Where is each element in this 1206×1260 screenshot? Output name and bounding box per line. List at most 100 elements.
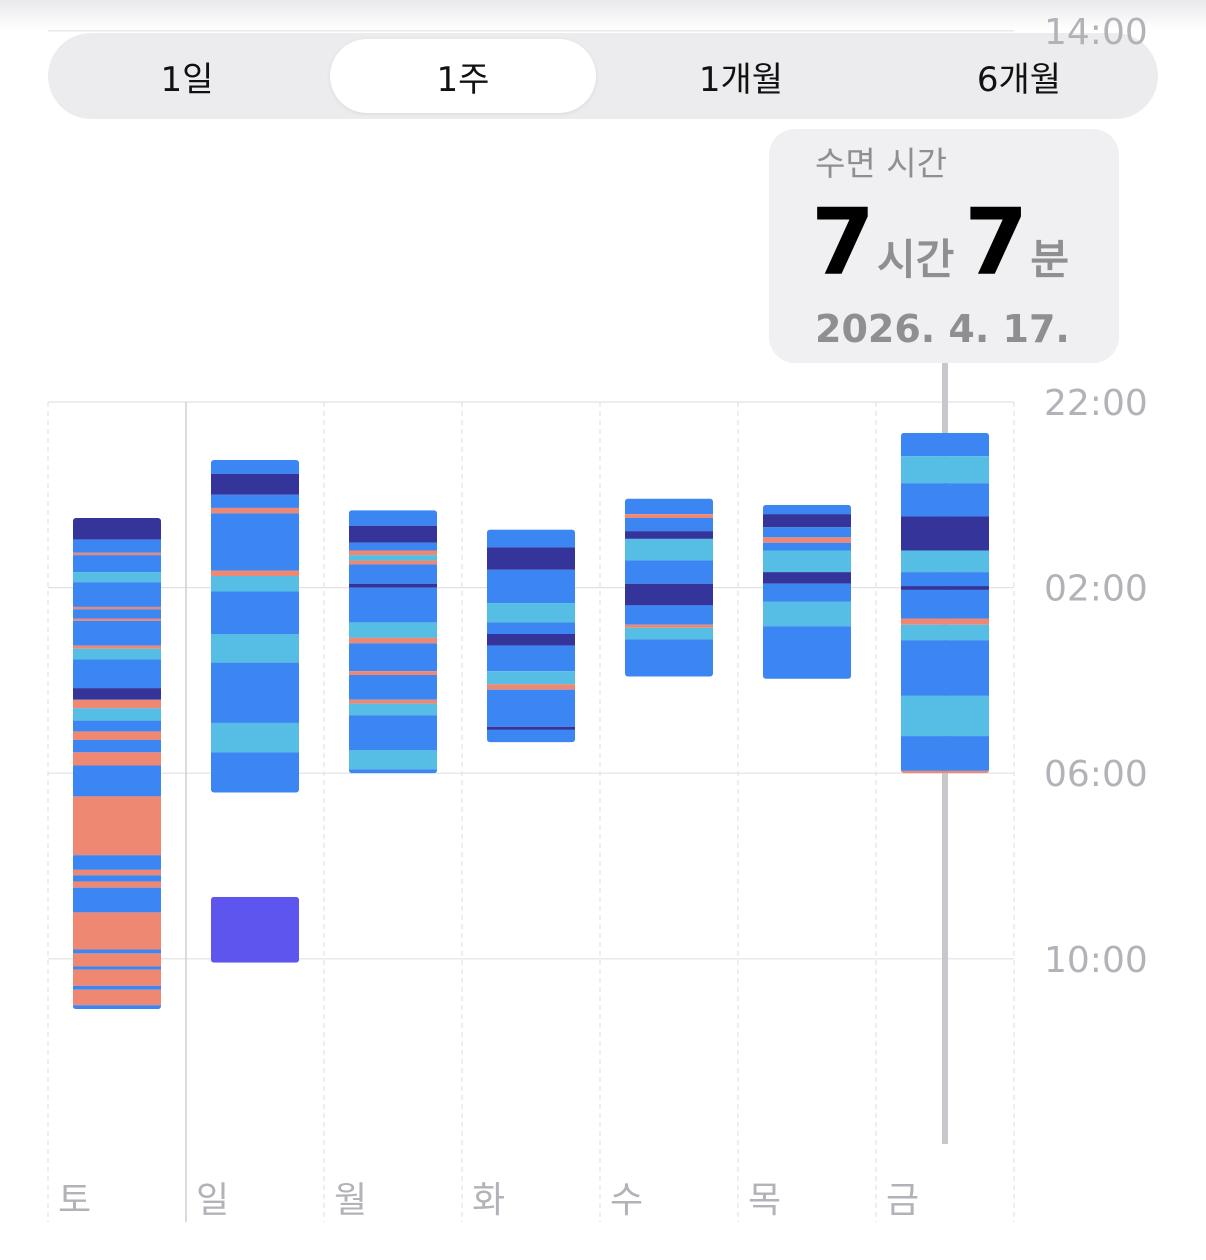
sleep-segment-core [487, 689, 575, 727]
sleep-segment-core [73, 582, 161, 607]
sleep-segment-core [349, 542, 437, 551]
sleep-segment-core [73, 855, 161, 870]
sleep-segment-awake [73, 731, 161, 740]
sleep-segment-core [73, 609, 161, 619]
sleep-segment-core [73, 720, 161, 732]
sleep-bar[interactable] [73, 518, 161, 1010]
sleep-bar[interactable] [625, 498, 713, 677]
sleep-segment-awake [763, 537, 851, 543]
sleep-segment-core [73, 875, 161, 882]
sleep-bar[interactable] [211, 896, 299, 963]
sleep-segment-core [349, 674, 437, 700]
sleep-bar[interactable] [349, 510, 437, 774]
sleep-segment-core [487, 645, 575, 672]
sleep-segment-rem [901, 456, 989, 484]
sleep-segment-awake [73, 606, 161, 610]
sleep-segment-core [349, 587, 437, 623]
sleep-bar[interactable] [901, 432, 989, 774]
sleep-segment-core [487, 569, 575, 604]
sleep-segment-awake [211, 570, 299, 576]
sleep-segment-core [73, 739, 161, 753]
sleep-segment-awake [73, 989, 161, 1006]
sleep-segment-rem [763, 601, 851, 627]
sleep-segment-core [487, 529, 575, 548]
sleep-segment-rem [763, 550, 851, 573]
sleep-segment-core [73, 1005, 161, 1010]
sleep-bar[interactable] [211, 460, 299, 793]
sleep-segment-core [487, 729, 575, 743]
sleep-segment-core [73, 966, 161, 970]
x-tick-label: 일 [196, 1180, 229, 1221]
sleep-segment-core [211, 752, 299, 793]
sleep-segment-core [763, 542, 851, 551]
x-tick-label: 목 [748, 1180, 781, 1221]
sleep-segment-awake [73, 618, 161, 621]
sleep-segment-core [73, 765, 161, 797]
sleep-segment-core [73, 659, 161, 689]
y-tick-label: 10:00 [1044, 940, 1148, 981]
x-tick-label: 화 [472, 1180, 505, 1221]
sleep-bar[interactable] [763, 504, 851, 679]
sleep-segment-rem [211, 722, 299, 753]
tab-day[interactable]: 1일 [160, 59, 214, 100]
sleep-segment-awake [487, 684, 575, 690]
sleep-segment-rem [73, 708, 161, 721]
sleep-segment-rem [349, 555, 437, 561]
selection-tooltip: 수면 시간 7시간 7분 2026. 4. 17. [769, 129, 1119, 363]
sleep-segment-deep [73, 688, 161, 700]
tab-month[interactable]: 1개월 [698, 59, 784, 100]
sleep-segment-deep [211, 473, 299, 495]
sleep-segment-rem [211, 634, 299, 663]
sleep-segment-rem [901, 550, 989, 573]
sleep-segment-core [625, 605, 713, 625]
sleep-segment-rem [487, 603, 575, 623]
sleep-segment-rem [73, 648, 161, 660]
sleep-segment-core [349, 643, 437, 672]
range-segmented-control[interactable]: 1일 1주 1개월 6개월 [48, 33, 1158, 119]
sleep-segment-core [349, 769, 437, 774]
sleep-segment-core [487, 622, 575, 634]
sleep-segment-core [625, 498, 713, 515]
sleep-segment-awake [211, 507, 299, 514]
sleep-segment-core [349, 564, 437, 584]
tooltip-label: 수면 시간 [815, 144, 947, 183]
sleep-segment-awake [625, 514, 713, 518]
sleep-bar[interactable] [487, 529, 575, 743]
sleep-segment-awake [625, 624, 713, 628]
sleep-segment-core [73, 985, 161, 990]
sleep-segment-awake [73, 969, 161, 986]
sleep-segment-core [625, 639, 713, 677]
sleep-segment-core [763, 504, 851, 515]
tooltip-minutes: 7 [964, 189, 1028, 296]
sleep-segment-awake [349, 671, 437, 675]
tooltip-hours: 7 [811, 189, 875, 296]
sleep-segment-core [211, 662, 299, 723]
sleep-segment-awake [73, 552, 161, 556]
sleep-segment-deep [73, 518, 161, 540]
sleep-segment-core [901, 589, 989, 619]
sleep-segment-core [211, 494, 299, 508]
sleep-segment-core [625, 518, 713, 532]
sleep-segment-core [901, 432, 989, 457]
sleep-segment-deep [487, 726, 575, 730]
sleep-segment-awake [73, 953, 161, 967]
tooltip-date: 2026. 4. 17. [815, 307, 1070, 351]
sleep-segment-core [73, 555, 161, 573]
sleep-segment-deep [487, 547, 575, 570]
sleep-segment-core [901, 640, 989, 696]
sleep-segment-deep [625, 531, 713, 539]
sleep-segment-rem [349, 622, 437, 638]
sleep-segment-core [73, 887, 161, 913]
sleep-segment-deep [901, 586, 989, 590]
sleep-segment-rem [625, 538, 713, 561]
sleep-segment-core [901, 572, 989, 587]
tab-six-months[interactable]: 6개월 [976, 59, 1062, 100]
sleep-segment-rem [487, 671, 575, 685]
y-tick-label: 06:00 [1044, 754, 1148, 795]
sleep-segment-core [73, 539, 161, 553]
sleep-segment-core [763, 583, 851, 602]
sleep-segment-deep [901, 516, 989, 551]
tab-week[interactable]: 1주 [330, 39, 596, 113]
sleep-segment-rem [211, 576, 299, 592]
